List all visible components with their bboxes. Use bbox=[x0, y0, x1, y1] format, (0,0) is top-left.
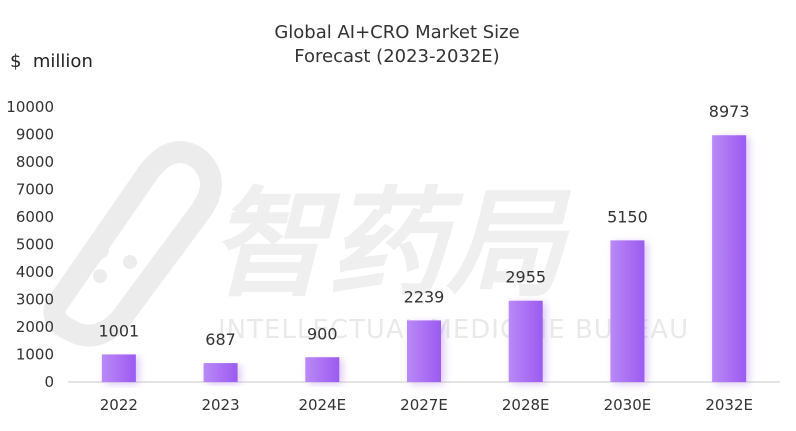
data-label: 2239 bbox=[404, 287, 445, 306]
y-tick-label: 6000 bbox=[16, 208, 54, 226]
y-axis-unit-label: $ million bbox=[10, 51, 93, 72]
bars-group bbox=[101, 135, 747, 382]
y-tick-label: 0 bbox=[44, 373, 54, 391]
data-label: 900 bbox=[307, 324, 338, 343]
y-tick-label: 1000 bbox=[16, 346, 54, 364]
data-label: 8973 bbox=[709, 102, 750, 121]
y-tick-label: 4000 bbox=[16, 263, 54, 281]
data-label: 1001 bbox=[98, 321, 139, 340]
watermark-subtitle: INTELLECTUAL MEDICINE BUREAU bbox=[218, 315, 689, 345]
y-tick-label: 8000 bbox=[16, 153, 54, 171]
x-tick-label: 2024E bbox=[298, 396, 346, 414]
bar-2027e bbox=[407, 320, 441, 382]
y-tick-label: 9000 bbox=[16, 126, 54, 144]
watermark-node-icon bbox=[91, 241, 109, 259]
bar-2023 bbox=[203, 363, 238, 382]
y-tick-label: 2000 bbox=[16, 318, 54, 336]
watermark-capsule-icon bbox=[43, 141, 222, 347]
x-tick-label: 2023 bbox=[201, 396, 239, 414]
x-tick-label: 2022 bbox=[100, 396, 138, 414]
x-axis-labels: 2022 2023 2024E 2027E 2028E 2030E 2032E bbox=[100, 396, 753, 414]
bar-2028e bbox=[508, 300, 543, 382]
bar-2030e bbox=[610, 240, 645, 382]
watermark-logo-text: 智药局 bbox=[210, 175, 572, 313]
x-tick-label: 2028E bbox=[502, 396, 550, 414]
bar-2022 bbox=[101, 354, 136, 382]
watermark-node-icon bbox=[123, 255, 137, 269]
x-tick-label: 2030E bbox=[604, 396, 652, 414]
chart-title-line-2: Forecast (2023-2032E) bbox=[294, 46, 499, 67]
y-tick-label: 10000 bbox=[6, 98, 54, 116]
data-label: 5150 bbox=[607, 207, 648, 226]
x-tick-label: 2027E bbox=[400, 396, 448, 414]
watermark-node-icon bbox=[93, 269, 107, 283]
watermark: 智药局 INTELLECTUAL MEDICINE BUREAU bbox=[43, 141, 689, 347]
data-label: 687 bbox=[205, 330, 236, 349]
x-tick-label: 2032E bbox=[705, 396, 753, 414]
y-tick-label: 5000 bbox=[16, 236, 54, 254]
y-tick-label: 3000 bbox=[16, 291, 54, 309]
y-axis-ticks: 0 1000 2000 3000 4000 5000 6000 7000 8000 9000 100… bbox=[6, 98, 54, 391]
bar-2024e bbox=[305, 357, 340, 382]
data-label: 2955 bbox=[505, 268, 546, 287]
y-tick-label: 7000 bbox=[16, 181, 54, 199]
bar-2032e bbox=[712, 135, 747, 382]
chart-title-line-1: Global AI+CRO Market Size bbox=[274, 22, 519, 43]
data-labels-group: 1001 687 900 2239 2955 5150 8973 bbox=[98, 102, 749, 349]
